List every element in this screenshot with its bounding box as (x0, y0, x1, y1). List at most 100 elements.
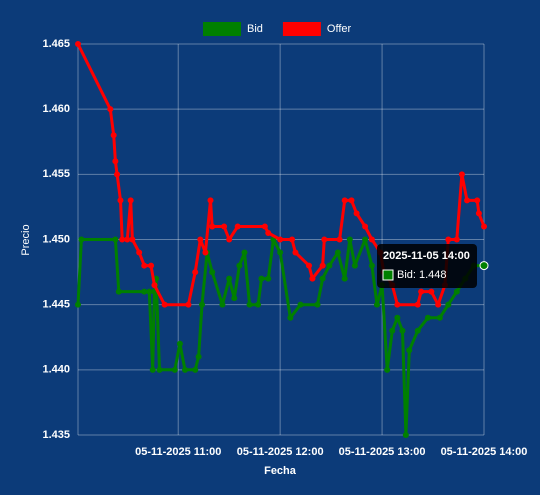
data-point (161, 301, 168, 308)
data-point (124, 236, 131, 243)
data-point (241, 249, 248, 256)
y-axis-title: Precio (20, 224, 32, 255)
data-point (475, 210, 482, 217)
data-point (353, 210, 360, 217)
data-point (362, 223, 369, 230)
data-point (141, 262, 148, 269)
data-point (75, 41, 81, 47)
data-point (319, 262, 326, 269)
y-tick-label: 1.435 (42, 429, 70, 441)
data-point (141, 288, 148, 295)
data-point (202, 249, 209, 256)
data-point (336, 236, 343, 243)
data-point (115, 288, 122, 295)
data-point (424, 314, 431, 321)
data-point (176, 340, 183, 347)
data-point (414, 327, 421, 334)
data-point (314, 301, 321, 308)
data-point (221, 223, 228, 230)
data-point (445, 236, 452, 243)
data-point (182, 366, 189, 373)
data-point (265, 229, 272, 236)
data-point (326, 262, 333, 269)
data-point (75, 301, 81, 308)
data-point (209, 223, 216, 230)
legend-label[interactable]: Offer (327, 23, 352, 35)
data-point (414, 301, 421, 308)
data-point (207, 197, 214, 204)
x-tick-label: 05-11-2025 11:00 (135, 446, 221, 458)
x-tick-label: 05-11-2025 13:00 (339, 446, 426, 458)
data-point (394, 301, 401, 308)
data-point (436, 314, 443, 321)
legend-label[interactable]: Bid (247, 23, 263, 35)
data-point (474, 197, 481, 204)
data-point (428, 288, 435, 295)
data-point (127, 197, 134, 204)
data-point (192, 366, 199, 373)
y-tick-label: 1.440 (42, 364, 70, 376)
data-point (199, 301, 206, 308)
data-point (114, 171, 121, 178)
data-point (445, 301, 452, 308)
data-point (112, 236, 119, 243)
data-point (319, 275, 326, 282)
legend-swatch[interactable] (282, 22, 321, 36)
data-point (261, 223, 268, 230)
data-point (226, 236, 233, 243)
data-point (185, 301, 192, 308)
data-point (481, 223, 487, 230)
data-point (289, 236, 296, 243)
data-point (402, 432, 409, 438)
data-point (292, 249, 299, 256)
data-point (464, 197, 471, 204)
data-point (297, 301, 304, 308)
data-point (362, 236, 369, 243)
data-point (255, 301, 262, 308)
data-point (192, 269, 199, 276)
data-point (110, 132, 117, 139)
data-point (384, 366, 391, 373)
y-tick-label: 1.455 (42, 168, 70, 180)
data-point (226, 275, 233, 282)
data-point (406, 347, 413, 354)
data-point (309, 275, 316, 282)
data-point (277, 249, 284, 256)
data-point (341, 197, 348, 204)
legend-swatch[interactable] (203, 22, 241, 36)
data-point (156, 366, 163, 373)
data-point (334, 249, 341, 256)
data-point (399, 327, 406, 334)
data-point (351, 262, 358, 269)
data-point (231, 295, 238, 302)
data-point (435, 301, 442, 308)
data-point (287, 314, 294, 321)
tooltip-box (377, 244, 477, 288)
tooltip-title: 2025-11-05 14:00 (383, 250, 470, 262)
data-point (346, 236, 353, 243)
data-point (394, 314, 401, 321)
tooltip-label: Bid: 1.448 (397, 269, 447, 281)
data-point (219, 301, 226, 308)
y-tick-label: 1.465 (42, 38, 70, 50)
data-point (453, 288, 460, 295)
y-tick-label: 1.450 (42, 233, 70, 245)
data-point (171, 366, 178, 373)
data-point (236, 262, 243, 269)
tooltip-swatch (382, 269, 394, 281)
data-point (277, 236, 284, 243)
y-tick-label: 1.445 (42, 299, 70, 311)
data-point (209, 269, 216, 276)
data-point (453, 236, 460, 243)
data-point (136, 249, 143, 256)
data-point (146, 288, 153, 295)
data-point (117, 197, 124, 204)
tooltip: 2025-11-05 14:00 Bid: 1.448 (377, 244, 477, 288)
data-point (348, 197, 355, 204)
data-point (129, 236, 136, 243)
y-tick-label: 1.460 (42, 103, 70, 115)
data-point (373, 301, 380, 308)
data-point (149, 366, 156, 373)
